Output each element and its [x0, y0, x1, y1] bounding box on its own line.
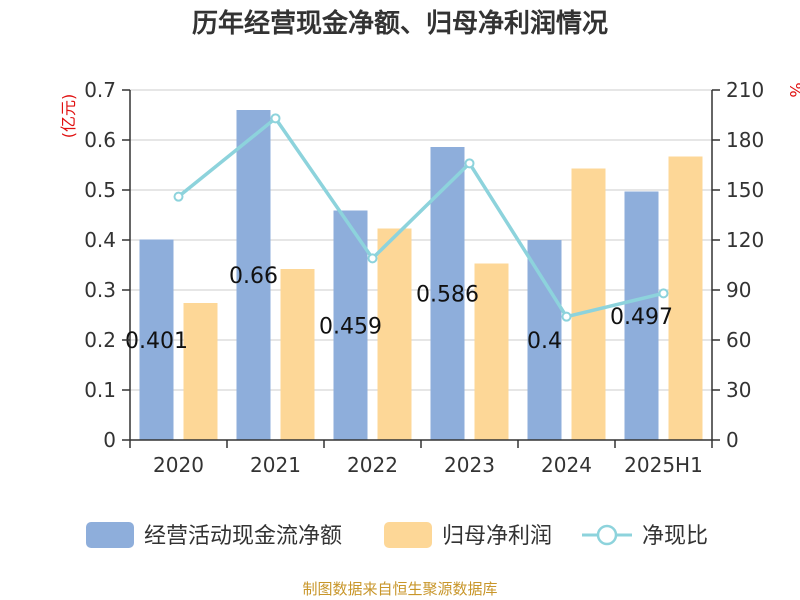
y-left-tick-label: 0	[103, 428, 116, 452]
ratio-point	[173, 191, 184, 202]
y-right-axis-label: %	[786, 82, 800, 97]
legend-swatch-ratio-marker	[596, 524, 618, 546]
ratio-point	[561, 311, 572, 322]
y-right-tick-label: 0	[726, 428, 739, 452]
y-left-tick-label: 0.6	[84, 128, 116, 152]
bar-net-profit	[280, 269, 315, 440]
bar-net-profit	[571, 168, 606, 440]
bar-net-profit	[668, 156, 703, 440]
bar-cashflow	[333, 210, 368, 440]
ratio-line-path	[177, 116, 664, 319]
ratio-point	[367, 253, 378, 264]
bar-net-profit	[377, 228, 412, 440]
data-label-cashflow: 0.4	[527, 329, 562, 354]
data-label-cashflow: 0.497	[610, 305, 673, 330]
y-right-ticks: 0 30 60 90 120 150 180 210	[712, 78, 764, 452]
y-right-tick-label: 210	[726, 78, 764, 102]
data-label-cashflow: 0.459	[319, 314, 382, 339]
y-right-tick-label: 120	[726, 228, 764, 252]
y-right-tick-label: 90	[726, 278, 751, 302]
x-tick-label: 2025H1	[624, 453, 703, 477]
axes	[129, 90, 713, 448]
ratio-line	[173, 113, 669, 322]
ratio-point	[270, 113, 281, 124]
bar-cashflow	[624, 191, 659, 440]
legend-label-net-profit: 归母净利润	[442, 524, 552, 549]
y-left-tick-label: 0.1	[84, 378, 116, 402]
data-label-cashflow: 0.586	[416, 283, 479, 308]
legend-label-cashflow: 经营活动现金流净额	[144, 524, 342, 549]
legend-swatch-cashflow	[86, 522, 134, 548]
x-tick-label: 2024	[541, 453, 592, 477]
y-left-ticks: 0 0.1 0.2 0.3 0.4 0.5 0.6 0.7	[84, 78, 130, 452]
y-right-tick-label: 60	[726, 328, 751, 352]
bar-cashflow	[236, 110, 271, 440]
bar-cashflow	[527, 240, 562, 440]
data-label-cashflow: 0.401	[125, 329, 188, 354]
x-tick-label: 2022	[347, 453, 398, 477]
bar-net-profit	[183, 303, 218, 440]
y-left-tick-label: 0.3	[84, 278, 116, 302]
x-tick-label: 2023	[444, 453, 495, 477]
gridlines	[130, 89, 712, 391]
y-left-tick-label: 0.2	[84, 328, 116, 352]
data-labels: 0.401 0.66 0.459 0.586 0.4 0.497	[125, 264, 673, 354]
x-ticks: 2020 2021 2022 2023 2024 2025H1	[153, 453, 703, 477]
source-note: 制图数据来自恒生聚源数据库	[302, 580, 497, 598]
legend-label-ratio: 净现比	[642, 524, 708, 549]
y-left-tick-label: 0.7	[84, 78, 116, 102]
chart-title: 历年经营现金净额、归母净利润情况	[192, 8, 608, 39]
bar-net-profit	[474, 263, 509, 440]
x-tick-label: 2021	[250, 453, 301, 477]
bars	[139, 110, 703, 440]
legend: 经营活动现金流净额 归母净利润 净现比	[86, 522, 708, 549]
bar-cashflow	[139, 239, 174, 440]
y-right-tick-label: 150	[726, 178, 764, 202]
y-right-tick-label: 180	[726, 128, 764, 152]
y-right-tick-label: 30	[726, 378, 751, 402]
legend-swatch-net-profit	[384, 522, 432, 548]
y-left-axis-label: (亿元)	[59, 94, 78, 139]
data-label-cashflow: 0.66	[229, 264, 278, 289]
y-left-tick-label: 0.5	[84, 178, 116, 202]
ratio-point	[658, 288, 669, 299]
y-left-tick-label: 0.4	[84, 228, 116, 252]
ratio-point	[464, 158, 475, 169]
x-tick-label: 2020	[153, 453, 204, 477]
